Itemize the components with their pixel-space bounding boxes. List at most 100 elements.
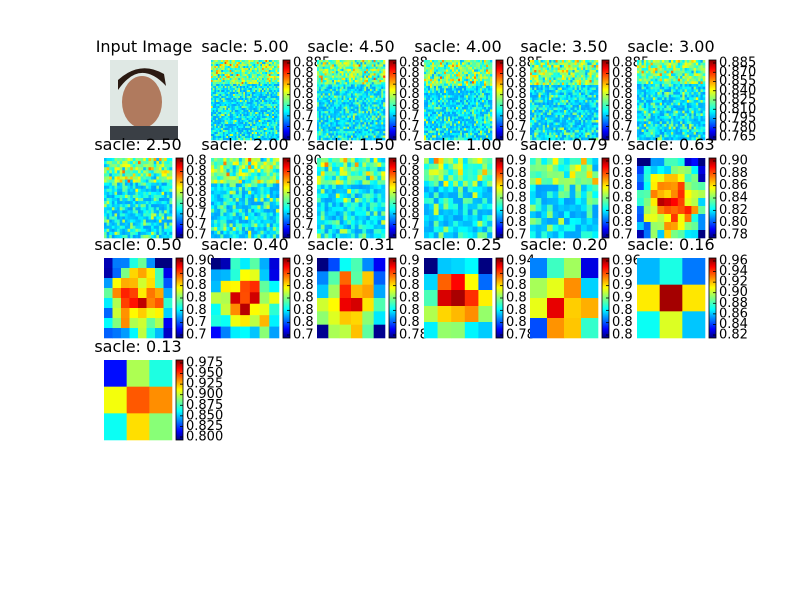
heatmap-cell: [251, 106, 254, 109]
heatmap-cell: [231, 60, 234, 63]
heatmap-cell: [540, 82, 544, 86]
heatmap-cell: [221, 100, 224, 103]
heatmap-cell: [211, 80, 213, 83]
heatmap-cell: [442, 67, 445, 70]
heatmap-cell: [555, 72, 558, 76]
heatmap-cell: [551, 122, 554, 126]
heatmap-cell: [222, 76, 225, 79]
heatmap-cell: [538, 92, 541, 96]
heatmap-cell: [337, 97, 340, 101]
heatmap-cell: [265, 84, 268, 87]
heatmap-cell: [358, 133, 361, 136]
heatmap-cell: [472, 76, 475, 80]
heatmap-cell: [432, 64, 435, 68]
heatmap-cell: [273, 70, 276, 73]
heatmap-cell: [256, 80, 259, 83]
heatmap-cell: [568, 80, 571, 83]
heatmap-cell: [212, 132, 215, 135]
heatmap-cell: [358, 86, 361, 90]
heatmap-cell: [258, 96, 261, 99]
heatmap-cell: [236, 134, 239, 137]
heatmap-cell: [454, 132, 457, 136]
panel-title: Input Image: [96, 37, 193, 56]
heatmap-cell: [462, 104, 465, 108]
heatmap-cell: [272, 110, 275, 113]
heatmap-cell: [360, 62, 363, 65]
heatmap-cell: [335, 68, 339, 72]
heatmap-cell: [275, 130, 278, 133]
heatmap-cell: [375, 111, 378, 114]
heatmap-cell: [583, 107, 586, 111]
heatmap-cell: [462, 102, 465, 105]
heatmap-cell: [553, 72, 556, 76]
heatmap-cell: [322, 68, 325, 72]
heatmap-cell: [468, 76, 471, 80]
heatmap-cell: [273, 68, 276, 71]
heatmap-cell: [258, 122, 261, 125]
heatmap-cell: [320, 80, 323, 83]
heatmap-cell: [544, 82, 548, 86]
heatmap-cell: [341, 95, 344, 99]
heatmap-cell: [530, 105, 533, 108]
heatmap-cell: [238, 66, 241, 69]
heatmap-cell: [456, 111, 459, 115]
heatmap-cell: [256, 98, 259, 101]
heatmap-cell: [472, 90, 475, 94]
heatmap-cell: [322, 77, 325, 81]
heatmap-cell: [224, 126, 227, 129]
heatmap-cell: [352, 64, 356, 67]
heatmap-cell: [450, 69, 453, 73]
heatmap-cell: [538, 117, 541, 121]
heatmap-cell: [369, 108, 373, 112]
heatmap-cell: [532, 65, 535, 68]
heatmap-cell: [426, 71, 429, 75]
heatmap-cell: [216, 84, 219, 87]
heatmap-cell: [438, 92, 441, 96]
heatmap-cell: [347, 113, 350, 116]
heatmap-cell: [476, 114, 479, 117]
heatmap-cell: [345, 97, 348, 101]
heatmap-cell: [339, 71, 342, 74]
heatmap-cell: [595, 120, 599, 123]
heatmap-cell: [432, 60, 435, 63]
heatmap-cell: [335, 115, 339, 119]
heatmap-cell: [322, 64, 325, 67]
heatmap-cell: [452, 64, 455, 68]
heatmap-cell: [547, 72, 550, 76]
heatmap-cell: [332, 133, 335, 136]
heatmap-cell: [434, 130, 437, 134]
heatmap-cell: [446, 85, 449, 89]
heatmap-cell: [341, 100, 344, 103]
heatmap-cell: [426, 95, 429, 98]
heatmap-cell: [224, 62, 227, 65]
heatmap-cell: [275, 122, 278, 125]
heatmap-cell: [542, 82, 546, 86]
heatmap-cell: [544, 125, 548, 128]
heatmap-cell: [532, 62, 535, 66]
heatmap-cell: [532, 127, 535, 131]
heatmap-cell: [452, 74, 455, 77]
heatmap-cell: [438, 81, 441, 84]
heatmap-cell: [557, 127, 561, 131]
heatmap-cell: [432, 78, 435, 82]
heatmap-cell: [488, 90, 491, 94]
heatmap-cell: [381, 86, 384, 90]
heatmap-cell: [432, 125, 435, 129]
heatmap-cell: [217, 62, 220, 65]
heatmap-cell: [424, 83, 427, 87]
heatmap-cell: [334, 73, 337, 76]
heatmap-cell: [317, 97, 320, 101]
heatmap-cell: [236, 102, 239, 105]
heatmap-cell: [358, 126, 361, 130]
heatmap-cell: [248, 88, 251, 91]
heatmap-cell: [273, 78, 276, 81]
heatmap-cell: [551, 97, 554, 101]
heatmap-cell: [484, 67, 487, 70]
heatmap-cell: [452, 137, 455, 141]
heatmap-cell: [595, 112, 599, 116]
heatmap-cell: [585, 92, 588, 96]
heatmap-cell: [212, 62, 215, 65]
heatmap-cell: [332, 84, 335, 87]
heatmap-cell: [438, 90, 441, 94]
